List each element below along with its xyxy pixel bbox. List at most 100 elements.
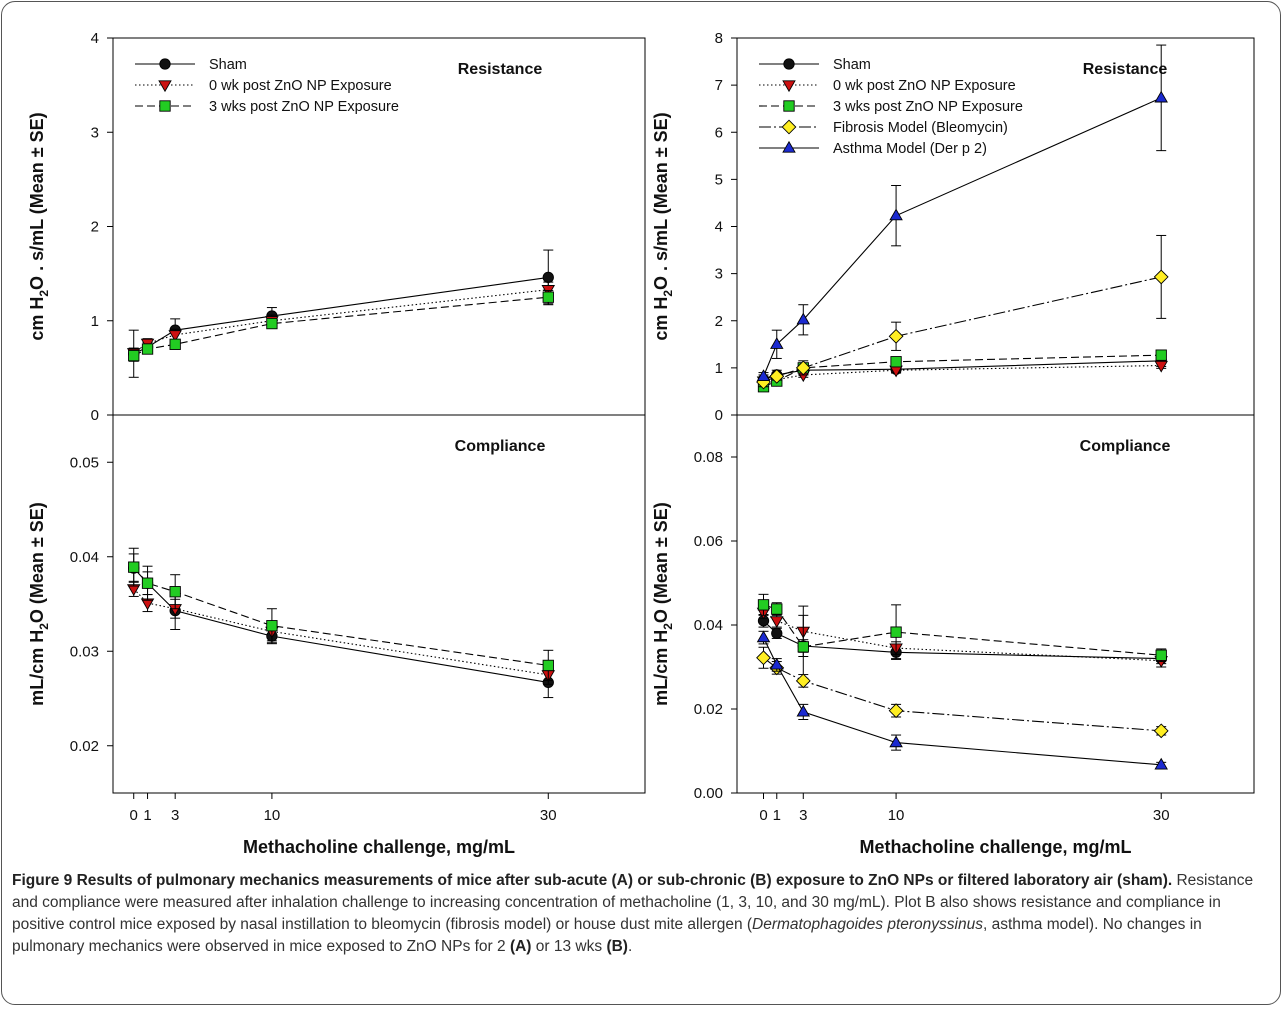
y-axis-label-part: O (Mean ± SE) xyxy=(651,502,671,623)
legend-marker xyxy=(781,119,797,135)
y-tick-label: 0.05 xyxy=(70,454,99,471)
y-tick-label: 5 xyxy=(715,171,723,188)
y-axis-label-part: cm H xyxy=(27,297,47,341)
data-point xyxy=(756,630,771,643)
data-point xyxy=(757,599,770,611)
y-tick-label: 4 xyxy=(91,30,99,47)
y-axis-label-part: O (Mean ± SE) xyxy=(27,502,47,623)
legend-marker xyxy=(782,80,796,93)
data-point xyxy=(889,208,903,221)
y-tick-label: 4 xyxy=(715,219,723,236)
y-axis-label-subscript: 2 xyxy=(37,290,51,297)
x-tick-label: 30 xyxy=(540,807,557,824)
series-fibrosis-model-bleomycin- xyxy=(756,646,1169,739)
y-axis-label-subscript: 2 xyxy=(661,623,675,630)
series-line xyxy=(763,620,1162,660)
y-axis-label: cm H2O . s/mL (Mean ± SE) xyxy=(651,112,675,340)
legend-label: Sham xyxy=(209,57,247,73)
legend-label: 0 wk post ZnO NP Exposure xyxy=(209,78,392,94)
data-point xyxy=(795,360,811,376)
series-0-wk-post-zno-np-exposure xyxy=(756,360,1168,389)
legend-marker xyxy=(158,80,172,93)
series-fibrosis-model-bleomycin- xyxy=(756,234,1169,390)
legend-label: Asthma Model (Der p 2) xyxy=(833,141,987,157)
series-3-wks-post-zno-np-exposure xyxy=(128,547,554,682)
y-tick-label: 6 xyxy=(715,124,723,141)
series-asthma-model-der-p-2- xyxy=(756,44,1168,381)
x-tick-label: 10 xyxy=(264,807,281,824)
data-point xyxy=(796,312,811,325)
series-sham xyxy=(757,354,1167,386)
data-point xyxy=(542,271,554,284)
data-point xyxy=(1155,349,1167,361)
panel-title: Compliance xyxy=(455,438,546,455)
x-tick-label: 10 xyxy=(888,807,905,824)
caption-title: Figure 9 Results of pulmonary mechanics … xyxy=(12,872,1173,889)
y-axis-label-subscript: 2 xyxy=(37,623,51,630)
data-point xyxy=(771,603,783,615)
data-point xyxy=(1153,723,1169,739)
caption-label-a: (A) xyxy=(509,938,532,955)
y-tick-label: 1 xyxy=(91,313,99,330)
data-point xyxy=(889,735,903,748)
y-axis-label-part: O . s/mL (Mean ± SE) xyxy=(651,112,671,290)
y-axis-label-part: mL/cm H xyxy=(651,630,671,706)
data-point xyxy=(169,338,181,350)
y-axis-label-subscript: 2 xyxy=(661,290,675,297)
caption-body-2: , asthma model). No changes in pulmonary… xyxy=(12,916,1202,955)
y-tick-label: 8 xyxy=(715,30,723,47)
series-0-wk-post-zno-np-exposure xyxy=(126,580,556,685)
y-tick-label: 0.04 xyxy=(694,617,723,634)
caption-body-1: Resistance and compliance were measured … xyxy=(12,872,1254,933)
y-tick-label: 0 xyxy=(715,407,723,424)
data-point xyxy=(890,356,902,368)
data-point xyxy=(141,343,154,355)
panel-title: Resistance xyxy=(1083,61,1168,78)
data-point xyxy=(1155,649,1167,661)
x-axis-label: Methacholine challenge, mg/mL xyxy=(859,837,1131,857)
series-line xyxy=(763,354,1162,388)
legend-marker xyxy=(782,140,796,153)
y-tick-label: 0 xyxy=(91,407,99,424)
y-tick-label: 0.03 xyxy=(70,643,99,660)
legend-marker xyxy=(159,58,171,70)
data-point xyxy=(795,673,811,689)
series-0-wk-post-zno-np-exposure xyxy=(756,605,1168,668)
x-tick-label: 30 xyxy=(1153,807,1170,824)
data-point xyxy=(771,627,783,640)
series-line xyxy=(763,364,1162,382)
legend-label: Fibrosis Model (Bleomycin) xyxy=(833,120,1008,136)
data-point xyxy=(1154,757,1168,770)
data-point xyxy=(890,626,902,638)
y-axis-label: cm H2O . s/mL (Mean ± SE) xyxy=(27,112,51,340)
series-line xyxy=(763,360,1162,381)
series-line xyxy=(763,97,1162,377)
series-line xyxy=(133,588,549,676)
y-tick-label: 0.02 xyxy=(70,738,99,755)
x-tick-label: 3 xyxy=(799,807,807,824)
panel-B-compliance: 0.00 0.02 0.04 0.06 0.08 0 1 3 10 30 Methacholine … xyxy=(651,414,1255,857)
data-point xyxy=(770,657,784,670)
data-point xyxy=(770,616,784,628)
x-tick-label: 0 xyxy=(759,807,767,824)
series-line xyxy=(133,276,549,355)
legend-label: Sham xyxy=(833,57,871,73)
data-point xyxy=(796,704,811,717)
series-3-wks-post-zno-np-exposure xyxy=(757,593,1167,679)
caption-body-3: or 13 wks xyxy=(531,938,607,955)
data-point xyxy=(141,577,154,589)
y-tick-label: 3 xyxy=(715,266,723,283)
legend: Sham 0 wk post ZnO NP Exposure 3 wks post … xyxy=(759,57,1023,157)
caption-body-4: . xyxy=(627,938,633,955)
panel-title: Compliance xyxy=(1080,438,1171,455)
y-tick-label: 2 xyxy=(91,219,99,236)
x-tick-label: 0 xyxy=(130,807,138,824)
caption-label-b: (B) xyxy=(606,938,628,955)
data-point xyxy=(169,586,181,598)
data-point xyxy=(168,330,182,343)
data-point xyxy=(1153,269,1169,285)
